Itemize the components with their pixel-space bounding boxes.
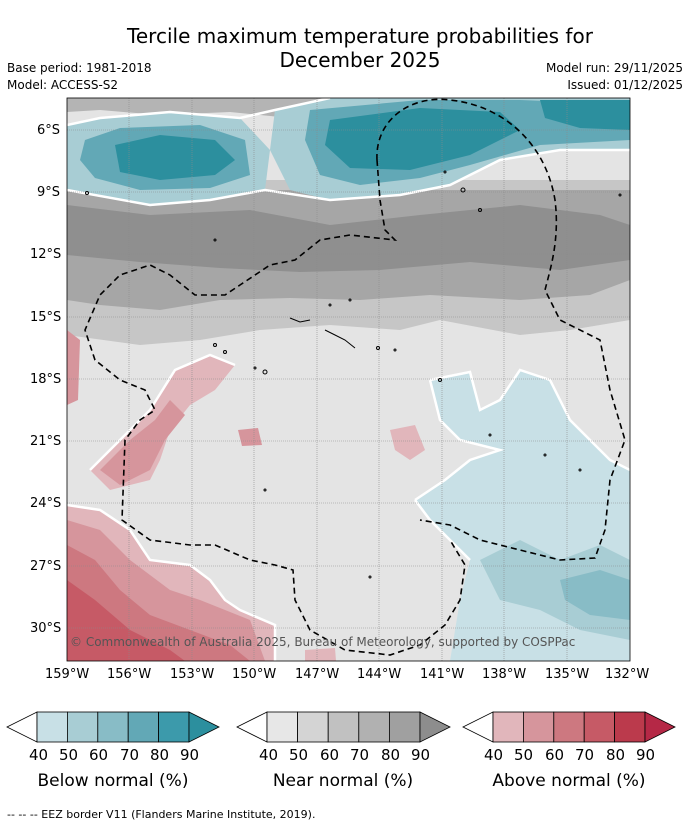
lon-tick: 159°W [45,667,90,682]
below-normal-far-northeast-peak [540,100,630,130]
lon-tick: 141°W [420,667,465,682]
above-normal-small-patch [238,428,262,446]
lat-tick: 9°S [37,185,61,200]
lon-tick: 147°W [295,667,340,682]
above-normal-west-strip [67,330,80,405]
below-normal-northwest-peak [115,135,235,180]
lon-tick: 150°W [232,667,277,682]
legend-above-label: 70 [575,746,595,764]
issued-date: Issued: 01/12/2025 [567,78,683,92]
lat-tick: 30°S [30,621,62,636]
lat-tick: 6°S [37,123,61,138]
eez-borders [84,98,626,656]
legend-below-label: 90 [180,746,200,764]
map-frame [66,97,631,662]
above-normal-southwest-peak [67,580,185,661]
lat-tick: 21°S [30,434,62,449]
map-field [67,98,630,661]
base-period: Base period: 1981-2018 [7,61,152,75]
legend-above-title: Above normal (%) [492,771,646,791]
map-credit: © Commonwealth of Australia 2025, Bureau… [70,635,576,649]
legend-near-normal [236,711,451,743]
legend-near-label: 50 [289,746,309,764]
lon-tick: 156°W [107,667,152,682]
above-normal-west-arc-core [100,400,185,485]
legend-above-label: 60 [545,746,565,764]
lat-tick: 27°S [30,559,62,574]
below-normal-boundary [67,148,630,207]
legend-near-label: 90 [411,746,431,764]
island-outlines [85,170,622,579]
below-normal-northeast-peak [325,108,520,170]
legend-above-normal [462,711,676,743]
legend-above-label: 50 [514,746,534,764]
legend-below-label: 40 [29,746,49,764]
legend-below-normal [6,711,220,743]
map-title-line2: December 2025 [279,48,441,72]
above-normal-boundary [67,353,277,661]
lon-tick: 132°W [605,667,650,682]
below-normal-north-boundary [67,98,331,127]
legend-below-label: 70 [120,746,140,764]
map-title-line1: Tercile maximum temperature probabilitie… [127,24,593,48]
lat-tick: 15°S [30,310,62,325]
above-normal-central-patch [390,425,425,460]
model-run-date: Model run: 29/11/2025 [545,61,683,75]
legend-above-label: 80 [606,746,626,764]
eez-footnote: -- -- -- EEZ border V11 (Flanders Marine… [7,808,316,821]
model-name: Model: ACCESS-S2 [7,78,119,92]
legend-near-title: Near normal (%) [272,771,414,791]
legend-near-label: 80 [381,746,401,764]
legend-above-label: 40 [484,746,504,764]
lat-tick: 24°S [30,496,62,511]
legend-below-label: 60 [89,746,109,764]
lat-tick: 18°S [30,372,62,387]
lon-tick: 144°W [357,667,402,682]
lat-tick: 12°S [30,247,62,262]
lon-tick: 138°W [482,667,527,682]
legend-near-label: 40 [259,746,279,764]
lon-tick: 135°W [545,667,590,682]
near-normal-core-band [67,205,630,272]
legend-near-label: 60 [320,746,340,764]
legend-above-label: 90 [636,746,656,764]
lon-tick: 153°W [170,667,215,682]
legend-below-title: Below normal (%) [37,771,189,791]
below-normal-southeast-boundary [414,368,630,561]
legend-near-label: 70 [350,746,370,764]
legend-below-label: 50 [59,746,79,764]
above-normal-south-patch [305,648,336,661]
below-normal-southeast-peak [560,570,630,620]
legend-below-label: 80 [150,746,170,764]
